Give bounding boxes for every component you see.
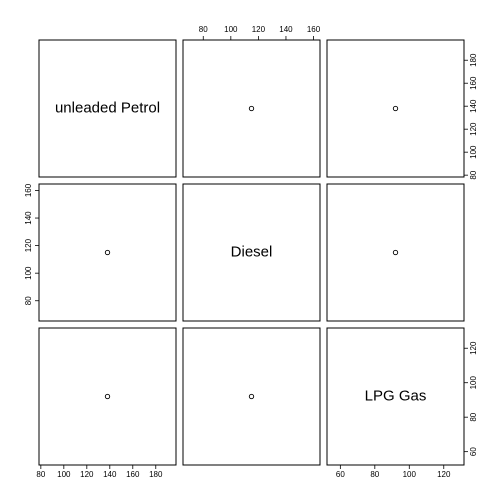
y-tick-label: 60 xyxy=(469,447,478,456)
point xyxy=(248,393,255,400)
y-tick-label: 100 xyxy=(469,145,478,159)
panel-frame xyxy=(182,39,321,178)
panel-frame xyxy=(182,183,321,322)
point xyxy=(104,249,111,256)
y-tick-label: 80 xyxy=(24,296,33,305)
panel-frame xyxy=(38,183,177,322)
point xyxy=(392,105,399,112)
variable-label: unleaded Petrol xyxy=(55,99,160,116)
point xyxy=(104,393,111,400)
x-tick-label: 180 xyxy=(149,470,163,479)
x-tick-label: 100 xyxy=(57,470,71,479)
y-tick-label: 160 xyxy=(469,76,478,90)
y-tick-label: 100 xyxy=(469,375,478,389)
panel-frame xyxy=(182,327,321,466)
x-tick-label: 80 xyxy=(36,470,45,479)
point xyxy=(248,105,255,112)
y-tick-label: 180 xyxy=(469,53,478,67)
y-tick-label: 120 xyxy=(469,341,478,355)
panel-frame xyxy=(326,39,465,178)
y-tick-label: 80 xyxy=(469,412,478,421)
x-tick-label: 100 xyxy=(224,25,238,34)
y-tick-label: 120 xyxy=(469,122,478,136)
x-tick-label: 80 xyxy=(370,470,379,479)
x-tick-label: 160 xyxy=(126,470,140,479)
y-tick-label: 100 xyxy=(24,266,33,280)
x-tick-label: 140 xyxy=(103,470,117,479)
y-tick-label: 80 xyxy=(469,170,478,179)
x-tick-label: 60 xyxy=(336,470,345,479)
panel-frame xyxy=(38,327,177,466)
x-tick-label: 120 xyxy=(80,470,94,479)
x-tick-label: 120 xyxy=(437,470,451,479)
y-tick-label: 160 xyxy=(24,183,33,197)
x-tick-label: 160 xyxy=(307,25,321,34)
variable-label: LPG Gas xyxy=(365,387,427,404)
variable-label: Diesel xyxy=(231,243,273,260)
y-tick-label: 120 xyxy=(24,238,33,252)
x-tick-label: 120 xyxy=(252,25,266,34)
x-tick-label: 80 xyxy=(199,25,208,34)
y-tick-label: 140 xyxy=(469,99,478,113)
x-tick-label: 100 xyxy=(403,470,417,479)
y-tick-label: 140 xyxy=(24,211,33,225)
panel-frame xyxy=(326,183,465,322)
point xyxy=(392,249,399,256)
x-tick-label: 140 xyxy=(279,25,293,34)
panel-frame xyxy=(38,39,177,178)
